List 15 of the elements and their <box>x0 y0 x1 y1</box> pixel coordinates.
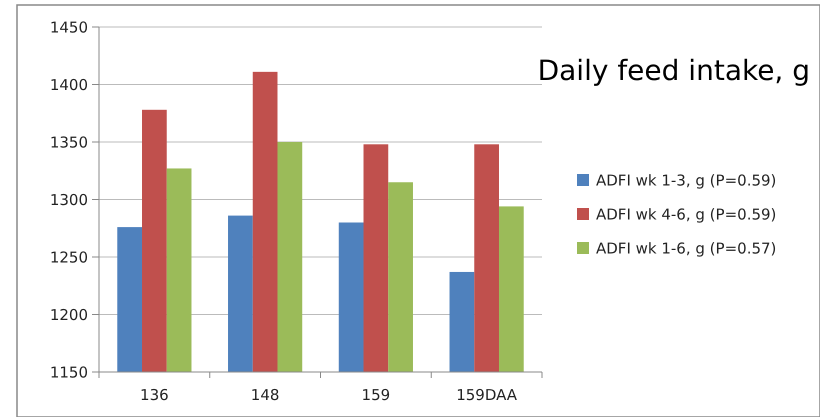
legend-label: ADFI wk 1-6, g (P=0.57) <box>596 239 776 258</box>
y-tick-label: 1200 <box>50 306 88 324</box>
legend-label: ADFI wk 4-6, g (P=0.59) <box>596 205 776 224</box>
y-tick-label: 1150 <box>50 363 88 382</box>
text: Daily feed intake, g <box>538 54 810 87</box>
y-tick-label: 1300 <box>50 190 88 209</box>
y-tick-label: 1450 <box>50 18 88 36</box>
y-tick-label: 1350 <box>50 133 88 152</box>
x-tick-label: 148 <box>250 386 280 404</box>
x-tick-label: 136 <box>140 386 169 404</box>
x-tick-label: 159 <box>362 386 390 404</box>
x-tick-label: 159DAA <box>456 386 518 404</box>
y-tick-label: 1250 <box>50 248 88 266</box>
y-tick-label: 1400 <box>50 76 88 94</box>
legend-label: ADFI wk 1-3, g (P=0.59) <box>596 171 776 190</box>
